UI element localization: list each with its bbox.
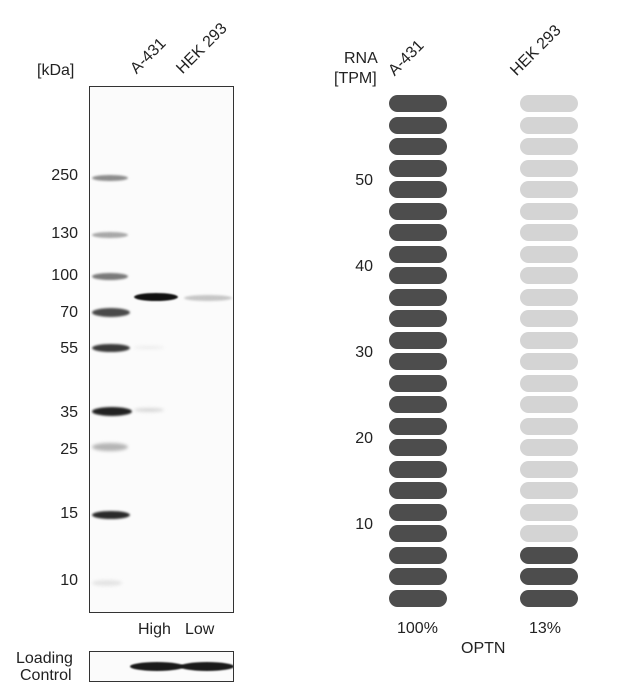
rna-segment-hek293-3 [520,546,578,564]
rna-segment-a431-7 [389,460,447,478]
rna-axis-tick-40: 40 [355,258,373,275]
band-a431-optn [134,293,178,301]
gene-name: OPTN [461,640,506,657]
kda-label: [kDa] [37,62,75,79]
marker-label-35: 35 [60,404,78,421]
rna-segment-a431-12 [389,353,447,370]
ladder-band-35 [92,407,132,416]
loading-band-hek293 [180,662,233,671]
rna-segment-hek293-14 [520,310,578,327]
marker-label-15: 15 [60,505,78,522]
rna-title-line2: [TPM] [334,70,377,87]
loading-control-label-line1: Loading [16,650,73,667]
band-hek293-optn [184,295,232,301]
loading-control-label-line2: Control [20,667,72,684]
rna-title-line1: RNA [344,50,378,67]
rna-segment-a431-18 [389,224,447,241]
rna-segment-hek293-12 [520,353,578,370]
ladder-band-70 [92,308,130,317]
lane-label-a431: A-431 [127,35,170,78]
marker-label-250: 250 [51,167,78,184]
ladder-band-55 [92,344,130,352]
marker-label-100: 100 [51,267,78,284]
rna-percentage-a431: 100% [397,620,438,637]
marker-label-70: 70 [60,304,78,321]
marker-label-130: 130 [51,225,78,242]
rna-percentage-hek293: 13% [529,620,562,637]
rna-segment-hek293-17 [520,245,578,263]
rna-segment-a431-4 [389,525,447,542]
rna-segment-a431-1 [389,589,447,607]
rna-segment-hek293-11 [520,374,578,392]
rna-segment-a431-16 [389,267,447,284]
ladder-band-100 [92,273,128,280]
rna-segment-a431-9 [389,417,447,435]
band-a431-faint-55 [134,346,164,349]
marker-label-55: 55 [60,340,78,357]
rna-segment-hek293-4 [520,525,578,542]
rna-segment-hek293-23 [520,116,578,134]
marker-label-10: 10 [60,572,78,589]
rna-segment-hek293-2 [520,568,578,585]
lane-label-hek293: HEK 293 [173,19,231,78]
band-a431-faint-35 [134,408,164,412]
rna-segment-hek293-20 [520,181,578,198]
rna-segment-a431-23 [389,116,447,134]
rna-segment-a431-15 [389,288,447,306]
rna-segment-hek293-7 [520,460,578,478]
ladder-band-15 [92,511,130,519]
loading-band-a431 [130,662,184,671]
rna-axis-tick-20: 20 [355,430,373,447]
rna-segment-hek293-13 [520,331,578,349]
expression-label-low: Low [185,621,215,638]
rna-segment-a431-8 [389,439,447,456]
rna-segment-a431-5 [389,503,447,521]
ladder-band-130 [92,232,128,238]
rna-segment-hek293-18 [520,224,578,241]
ladder-band-10 [92,580,122,586]
rna-segment-hek293-1 [520,589,578,607]
marker-label-25: 25 [60,441,78,458]
rna-segment-a431-2 [389,568,447,585]
rna-segment-hek293-21 [520,159,578,177]
rna-segment-hek293-19 [520,202,578,220]
rna-segment-a431-22 [389,138,447,155]
rna-segment-a431-14 [389,310,447,327]
rna-segment-hek293-9 [520,417,578,435]
rna-segment-hek293-22 [520,138,578,155]
rna-axis-tick-30: 30 [355,344,373,361]
rna-segment-hek293-10 [520,396,578,413]
rna-label-hek293: HEK 293 [507,21,565,80]
expression-label-high: High [138,621,171,638]
rna-segment-hek293-24 [520,95,578,112]
ladder-band-25 [92,443,128,451]
western-blot-image [89,86,234,613]
rna-segment-a431-19 [389,202,447,220]
rna-segment-a431-24 [389,95,447,112]
rna-segment-hek293-5 [520,503,578,521]
ladder-band-250 [92,175,128,181]
rna-segment-a431-11 [389,374,447,392]
rna-segment-a431-20 [389,181,447,198]
rna-segment-hek293-8 [520,439,578,456]
rna-segment-hek293-6 [520,482,578,499]
rna-segment-hek293-15 [520,288,578,306]
rna-segment-a431-17 [389,245,447,263]
rna-axis-tick-50: 50 [355,172,373,189]
rna-label-a431: A-431 [385,37,428,80]
rna-segment-a431-6 [389,482,447,499]
loading-control-blot [89,651,234,682]
rna-segment-a431-3 [389,546,447,564]
rna-axis-tick-10: 10 [355,516,373,533]
rna-segment-a431-13 [389,331,447,349]
rna-segment-a431-21 [389,159,447,177]
rna-segment-hek293-16 [520,267,578,284]
rna-segment-a431-10 [389,396,447,413]
